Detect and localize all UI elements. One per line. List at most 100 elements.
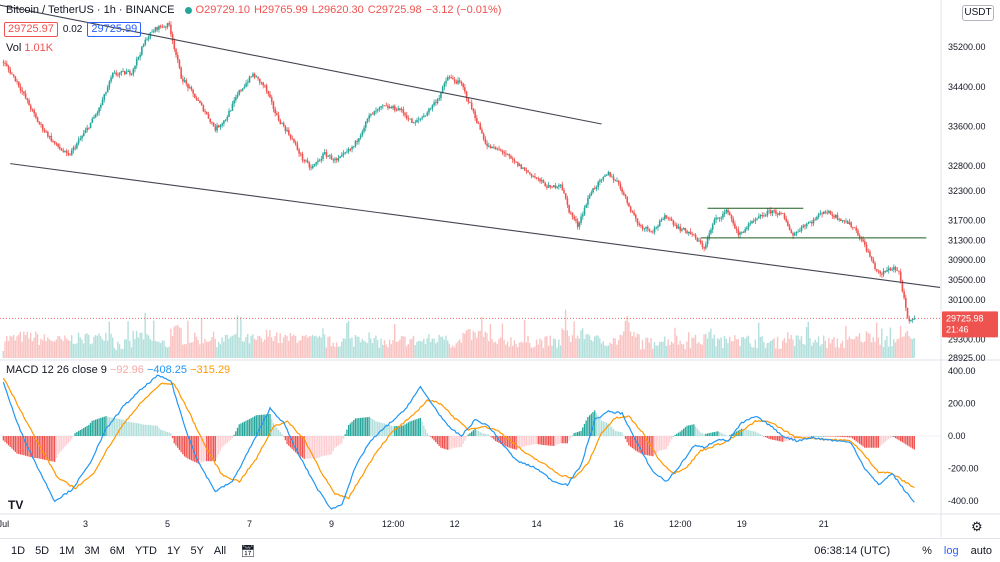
candle-body (41, 124, 44, 130)
volume-bar (775, 348, 777, 358)
ohlc-change: −3.12 (−0.01%) (425, 4, 502, 16)
volume-bar (154, 341, 157, 358)
macd-hist-bar (559, 436, 562, 444)
macd-hist-bar (67, 436, 69, 444)
macd-hist-bar (76, 432, 78, 436)
interval-1d[interactable]: 1D (11, 544, 26, 557)
volume-bar (809, 338, 811, 358)
candle-body (301, 153, 304, 160)
interval-1m[interactable]: 1M (59, 544, 75, 557)
volume-bar (913, 337, 915, 358)
candle-body (486, 143, 488, 147)
volume-bar (493, 342, 495, 358)
price-tick-label: 34400.00 (948, 82, 986, 92)
interval-5y[interactable]: 5Y (190, 544, 204, 557)
macd-legend[interactable]: MACD 12 26 close 9 −92.96 −408.25 −315.2… (6, 364, 230, 376)
macd-hist-bar (388, 425, 391, 436)
candle-body (865, 244, 868, 252)
candle-body (443, 83, 446, 88)
currency-selector[interactable]: USDT (962, 5, 994, 21)
volume-bar (281, 342, 283, 358)
candle-body (43, 129, 46, 132)
macd-hist-bar (330, 436, 333, 455)
calendar-icon[interactable]: 📅︎ (240, 543, 256, 558)
volume-bar (759, 336, 762, 358)
volume-bar (105, 332, 107, 358)
volume-bar (563, 330, 565, 358)
log-toggle[interactable]: log (943, 544, 959, 557)
percent-toggle[interactable]: % (922, 544, 932, 557)
interval-ytd[interactable]: YTD (134, 544, 157, 557)
candle-body (534, 176, 536, 178)
interval-1y[interactable]: 1Y (166, 544, 181, 557)
interval-6m[interactable]: 6M (109, 544, 125, 557)
interval-all[interactable]: All (213, 544, 227, 557)
candle-body (563, 190, 565, 194)
macd-hist-bar (118, 419, 121, 436)
volume-bar (467, 329, 469, 358)
macd-hist-bar (224, 436, 227, 445)
macd-hist-bar (293, 436, 295, 451)
macd-hist-bar (296, 436, 298, 455)
macd-hist-bar (684, 427, 686, 436)
macd-hist-bar (778, 436, 780, 442)
buy-price-button[interactable]: 29725.99 (87, 22, 142, 37)
volume-bar (392, 340, 394, 358)
candle-body (76, 143, 78, 149)
sell-price-button[interactable]: 29725.97 (4, 22, 58, 37)
auto-toggle[interactable]: auto (970, 544, 992, 557)
macd-hist-bar (19, 436, 22, 455)
candle-body (590, 192, 593, 196)
candle-body (862, 239, 864, 242)
volume-bar (235, 333, 237, 358)
volume-bar (296, 342, 298, 358)
volume-bar (175, 325, 177, 358)
gear-icon[interactable]: ⚙ (971, 519, 983, 534)
candle-body (728, 212, 731, 215)
interval-3m[interactable]: 3M (84, 544, 100, 557)
candle-body (11, 73, 13, 75)
volume-bar (575, 338, 577, 358)
macd-hist-bar (447, 436, 449, 450)
volume-legend[interactable]: Vol 1.01K (6, 42, 53, 54)
volume-bar (342, 338, 345, 358)
candle-body (462, 83, 464, 88)
candle-body (91, 118, 94, 123)
candle-body (840, 219, 842, 221)
volume-bar (19, 331, 22, 358)
volume-bar (176, 324, 179, 358)
volume-bar (614, 338, 616, 358)
volume-bar (383, 340, 386, 358)
macd-hist-bar (64, 436, 66, 447)
tradingview-logo[interactable]: TV (8, 498, 24, 512)
volume-bar (534, 346, 536, 358)
volume-bar (416, 341, 418, 358)
volume-bar (720, 337, 722, 358)
volume-bar (889, 327, 892, 358)
volume-bar (64, 335, 66, 358)
volume-bar (599, 338, 601, 358)
macd-hist-bar (288, 436, 290, 446)
volume-bar (122, 348, 124, 358)
volume-bar (811, 345, 813, 358)
utc-clock[interactable]: 06:38:14 (UTC) (814, 544, 891, 557)
candle-body (751, 220, 753, 224)
interval-5d[interactable]: 5D (35, 544, 50, 557)
candle-body (455, 81, 458, 84)
symbol-title[interactable]: Bitcoin / TetherUS · 1h · BINANCE (6, 4, 175, 16)
volume-bar (749, 343, 751, 358)
candle-body (542, 180, 545, 183)
volume-bar (339, 346, 341, 358)
volume-bar (323, 334, 326, 358)
price-tick-label: 30500.00 (948, 275, 986, 285)
candle-body (831, 214, 834, 216)
volume-bar (269, 329, 271, 358)
volume-bar (600, 343, 603, 358)
volume-bar (542, 347, 545, 358)
macd-hist-bar (824, 436, 827, 437)
macd-hist-bar (429, 436, 432, 437)
candle-body (33, 109, 35, 114)
candle-body (438, 98, 441, 100)
macd-hist-bar (862, 436, 864, 447)
